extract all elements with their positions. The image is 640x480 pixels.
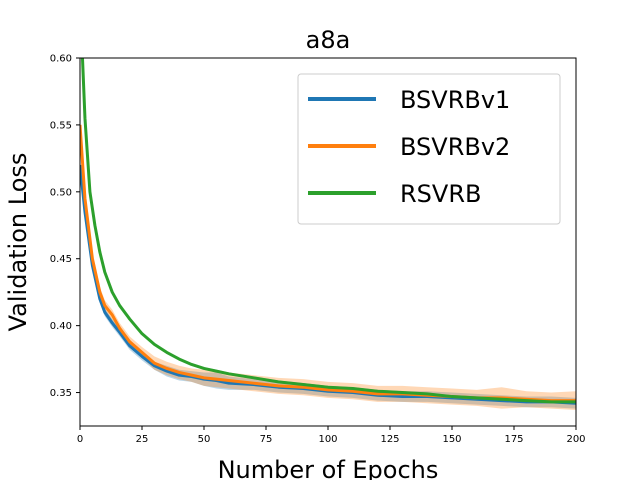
legend: BSVRBv1 BSVRBv2 RSVRB: [297, 73, 561, 225]
y-tick-label: 0.40: [50, 321, 72, 332]
legend-label-bsvrbv1: BSVRBv1: [400, 86, 510, 114]
x-tick-label: 25: [136, 434, 149, 445]
y-tick-label: 0.50: [50, 187, 72, 198]
y-axis-ticks: 0.35 0.40 0.45 0.50 0.55 0.60: [50, 54, 80, 399]
y-tick-label: 0.55: [50, 120, 72, 131]
x-tick-label: 75: [260, 434, 273, 445]
x-tick-label: 125: [380, 434, 399, 445]
x-tick-label: 0: [77, 434, 83, 445]
legend-label-rsvrb: RSVRB: [400, 180, 481, 208]
y-axis-label: Validation Loss: [4, 153, 32, 332]
x-tick-label: 100: [318, 434, 337, 445]
y-tick-label: 0.35: [50, 388, 72, 399]
x-axis-ticks: 0 25 50 75 100 125 150 175 200: [77, 426, 586, 445]
y-tick-label: 0.60: [50, 54, 72, 65]
legend-box: [297, 73, 561, 225]
x-tick-label: 150: [442, 434, 461, 445]
y-tick-label: 0.45: [50, 254, 72, 265]
x-tick-label: 50: [198, 434, 211, 445]
x-tick-label: 175: [504, 434, 523, 445]
legend-label-bsvrbv2: BSVRBv2: [400, 133, 510, 161]
series-lines: [80, 58, 576, 405]
series-line-rsvrb: [80, 58, 576, 404]
chart-title: a8a: [306, 26, 351, 54]
x-tick-label: 200: [566, 434, 585, 445]
x-axis-label: Number of Epochs: [218, 456, 439, 480]
